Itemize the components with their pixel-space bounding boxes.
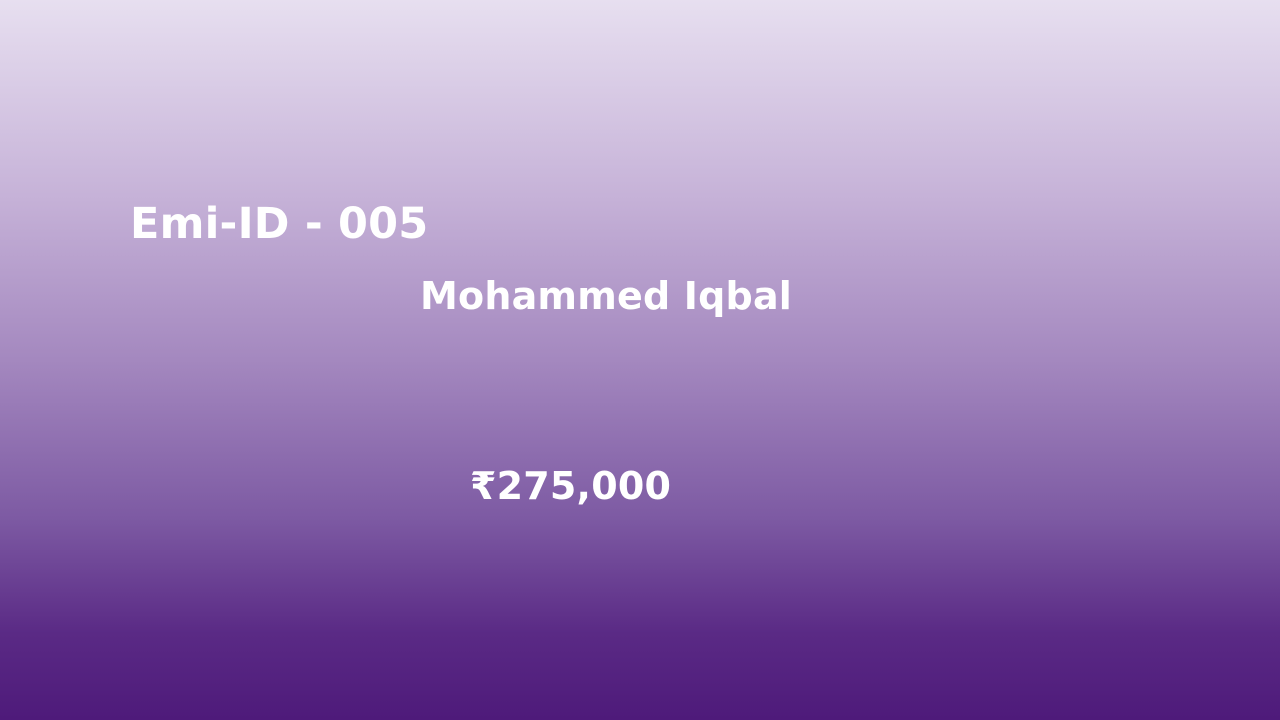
- emi-id-label: Emi-ID - 005: [130, 199, 429, 249]
- customer-name: Mohammed Iqbal: [420, 274, 793, 318]
- emi-amount: ₹275,000: [470, 464, 672, 508]
